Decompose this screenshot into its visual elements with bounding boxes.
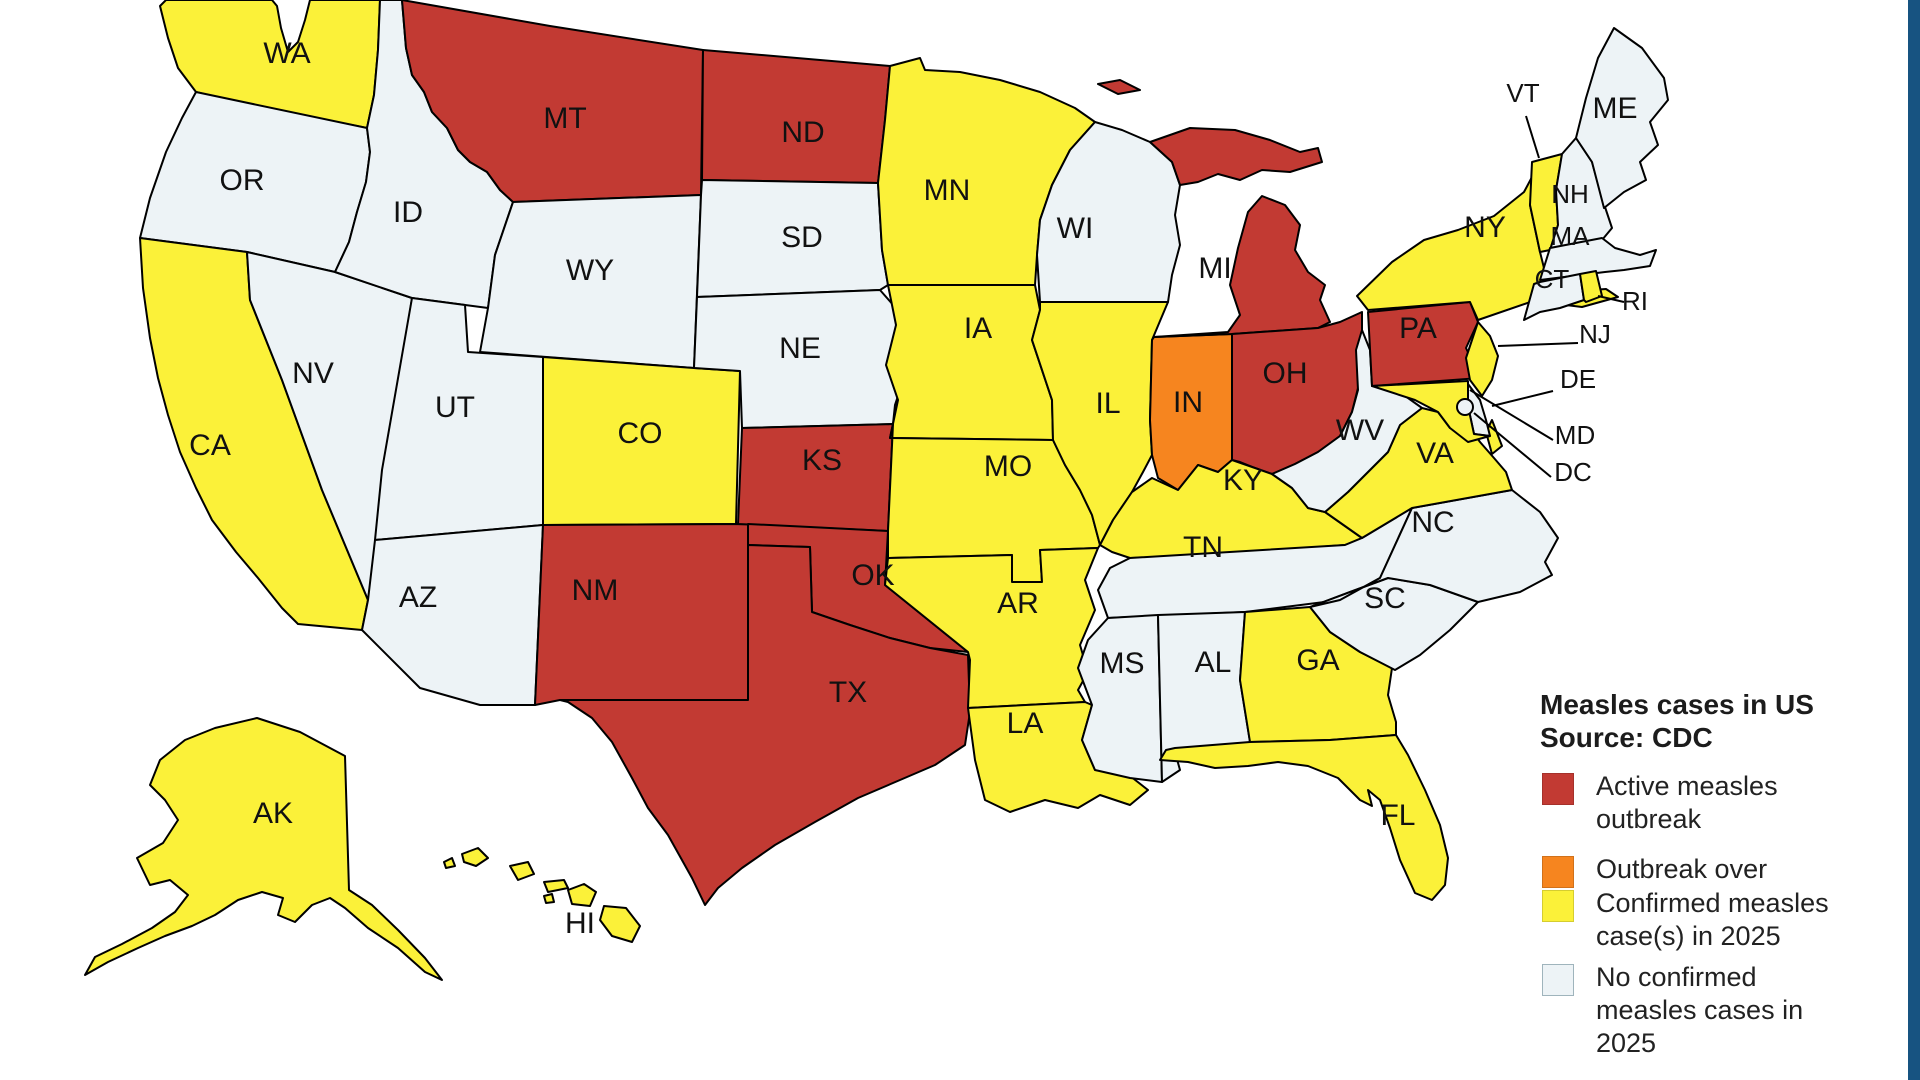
state-IA xyxy=(885,284,1054,441)
state-label-IN: IN xyxy=(1173,386,1203,419)
state-label-KY: KY xyxy=(1223,464,1263,497)
state-MI xyxy=(1097,79,1331,338)
state-label-SC: SC xyxy=(1364,582,1406,615)
state-label-DC: DC xyxy=(1554,457,1592,487)
state-label-IL: IL xyxy=(1095,387,1120,420)
state-label-NY: NY xyxy=(1464,211,1506,244)
state-label-NH: NH xyxy=(1551,179,1589,209)
leader-line-VT xyxy=(1525,115,1540,159)
state-label-GA: GA xyxy=(1296,644,1339,677)
state-label-AR: AR xyxy=(997,587,1039,620)
leader-line-DC xyxy=(1473,412,1552,478)
state-RI xyxy=(1579,270,1603,303)
state-MS xyxy=(1077,614,1163,783)
state-AK xyxy=(84,717,443,981)
state-AR xyxy=(884,547,1099,709)
state-label-NJ: NJ xyxy=(1579,319,1611,349)
state-label-OH: OH xyxy=(1263,357,1308,390)
state-NC xyxy=(1309,489,1559,608)
state-label-MS: MS xyxy=(1100,647,1145,680)
state-label-MO: MO xyxy=(984,450,1032,483)
state-label-CA: CA xyxy=(189,429,231,462)
right-accent-bar xyxy=(1908,0,1920,1080)
state-TX xyxy=(559,544,971,906)
state-label-MA: MA xyxy=(1551,221,1591,251)
state-label-CT: CT xyxy=(1535,264,1570,294)
state-ME xyxy=(1575,27,1669,209)
state-label-ND: ND xyxy=(781,116,824,149)
state-label-DE: DE xyxy=(1560,364,1596,394)
state-label-FL: FL xyxy=(1380,799,1415,832)
leader-line-MD xyxy=(1469,389,1554,441)
state-label-VA: VA xyxy=(1416,437,1454,470)
state-label-CO: CO xyxy=(618,417,663,450)
state-NM xyxy=(534,523,749,706)
state-label-AK: AK xyxy=(253,797,293,830)
state-AZ xyxy=(361,524,544,706)
state-label-TX: TX xyxy=(829,676,867,709)
state-label-WA: WA xyxy=(263,37,310,70)
state-label-AL: AL xyxy=(1195,646,1232,679)
state-label-PA: PA xyxy=(1399,312,1437,345)
state-label-VT: VT xyxy=(1506,78,1539,108)
state-DC xyxy=(1456,398,1474,416)
state-label-HI: HI xyxy=(565,907,595,940)
state-label-RI: RI xyxy=(1622,286,1648,316)
state-label-UT: UT xyxy=(435,391,475,424)
state-label-NC: NC xyxy=(1411,506,1454,539)
state-label-WV: WV xyxy=(1336,414,1384,447)
state-label-OK: OK xyxy=(851,559,894,592)
state-label-WY: WY xyxy=(566,254,614,287)
state-label-OR: OR xyxy=(220,164,265,197)
state-label-TN: TN xyxy=(1183,531,1223,564)
state-label-NE: NE xyxy=(779,332,821,365)
state-label-MN: MN xyxy=(924,174,971,207)
state-label-MT: MT xyxy=(543,102,586,135)
state-HI xyxy=(443,847,641,943)
state-label-NV: NV xyxy=(292,357,334,390)
leader-line-NJ xyxy=(1497,342,1579,347)
state-label-WI: WI xyxy=(1057,212,1094,245)
state-label-MI: MI xyxy=(1198,252,1231,285)
leader-line-RI xyxy=(1597,295,1625,303)
state-label-LA: LA xyxy=(1007,707,1044,740)
state-label-NM: NM xyxy=(572,574,619,607)
state-label-ID: ID xyxy=(393,196,423,229)
state-NJ xyxy=(1465,321,1499,397)
state-FL xyxy=(1159,734,1449,901)
state-label-ME: ME xyxy=(1593,92,1638,125)
state-label-KS: KS xyxy=(802,444,842,477)
state-MD xyxy=(1371,380,1491,443)
state-CO xyxy=(542,356,741,526)
leader-line-DE xyxy=(1491,390,1554,407)
state-label-MD: MD xyxy=(1555,420,1595,450)
state-label-AZ: AZ xyxy=(399,581,437,614)
state-label-IA: IA xyxy=(964,312,992,345)
state-KS xyxy=(737,423,894,532)
state-label-SD: SD xyxy=(781,221,823,254)
